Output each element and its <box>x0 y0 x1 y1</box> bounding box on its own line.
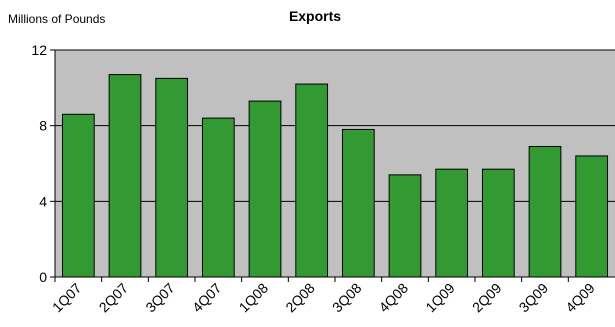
x-ticks: 1Q07 2Q07 3Q07 4Q07 1Q08 2Q08 3Q08 4Q08 1Q09 2Q09… <box>49 277 598 315</box>
bar-3Q08 <box>341 128 375 278</box>
x-tick-label: 4Q07 <box>189 280 225 316</box>
y-tick-label: 0 <box>39 269 47 285</box>
y-tick-label: 8 <box>39 118 47 134</box>
x-tick-label: 3Q09 <box>516 280 552 316</box>
x-tick-label: 1Q09 <box>422 280 458 316</box>
gridlines <box>55 49 615 202</box>
chart-title: Exports <box>289 8 341 24</box>
bar-4Q08 <box>388 174 422 278</box>
x-tick-label: 1Q07 <box>49 280 85 316</box>
bar-2Q08 <box>295 83 329 278</box>
x-tick-label: 4Q09 <box>562 280 598 316</box>
bar-2Q07 <box>108 74 142 278</box>
x-tick-label: 3Q08 <box>329 280 365 316</box>
x-tick-label: 2Q09 <box>469 280 505 316</box>
bar-3Q09 <box>528 145 562 278</box>
bar-3Q07 <box>155 77 189 278</box>
y-ticks: 0 4 8 12 <box>31 42 55 285</box>
x-tick-label: 2Q08 <box>282 280 318 316</box>
bar-4Q09 <box>575 155 609 278</box>
bars <box>61 74 609 278</box>
bar-1Q08 <box>248 100 282 278</box>
bar-1Q09 <box>435 168 469 278</box>
y-tick-label: 12 <box>31 42 47 58</box>
bar-1Q07 <box>61 113 95 278</box>
x-tick-label: 4Q08 <box>376 280 412 316</box>
bar-4Q07 <box>201 117 235 278</box>
y-axis-label: Millions of Pounds <box>8 12 105 26</box>
y-tick-label: 4 <box>39 193 47 209</box>
plot-area <box>55 50 615 277</box>
x-tick-label: 3Q07 <box>142 280 178 316</box>
x-tick-label: 2Q07 <box>96 280 132 316</box>
bar-2Q09 <box>481 168 515 278</box>
x-tick-label: 1Q08 <box>236 280 272 316</box>
